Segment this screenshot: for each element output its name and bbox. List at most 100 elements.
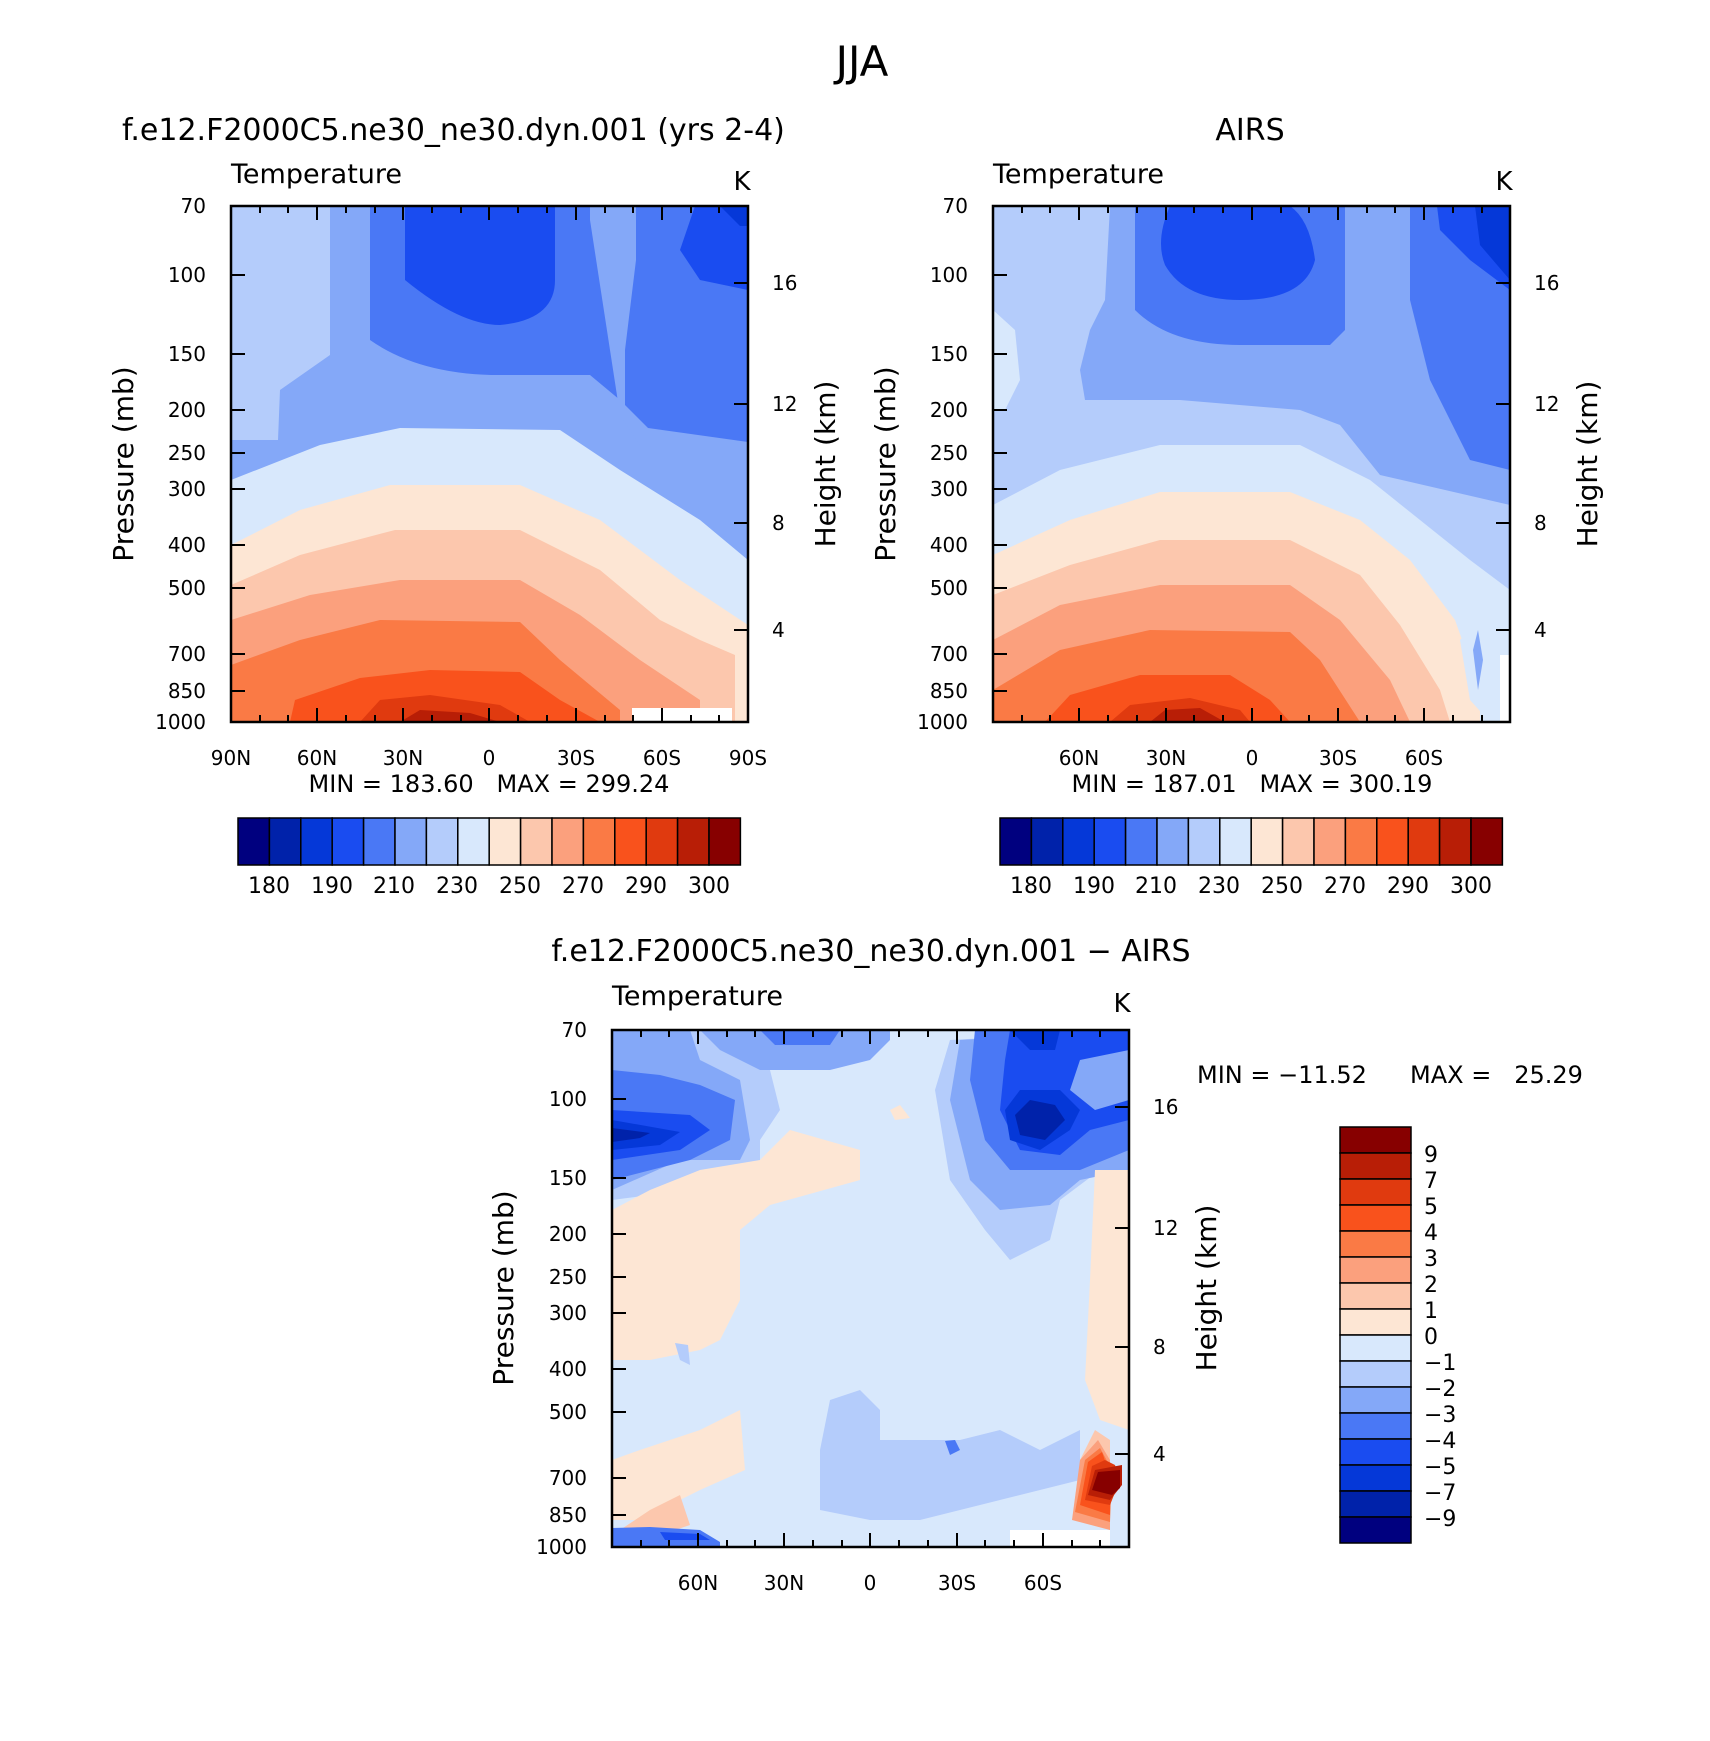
y-tick-label: 400 — [549, 1357, 587, 1381]
y-tick-label: 1000 — [536, 1535, 587, 1559]
colorbar-swatch — [708, 817, 742, 866]
colorbar-label: 230 — [1198, 874, 1240, 899]
y-tick-label: 500 — [168, 576, 206, 600]
x-tick-label: 30N — [383, 746, 423, 770]
y-tick-label: 150 — [930, 342, 968, 366]
y-tick-label: 850 — [930, 679, 968, 703]
x-ticks — [230, 206, 749, 722]
colorbar-swatch — [1030, 817, 1064, 866]
colorbar-swatch — [1339, 1178, 1412, 1206]
min-stat: MIN = −11.52 — [1197, 1061, 1367, 1089]
y-right-tick-label: 12 — [1534, 392, 1559, 416]
colorbar-label: 230 — [436, 874, 478, 899]
y-tick-label: 70 — [181, 194, 206, 218]
y-tick-label: 1000 — [155, 710, 206, 734]
colorbar-swatch — [1407, 817, 1441, 866]
x-tick-label: 60S — [1405, 746, 1443, 770]
y-tick-label: 70 — [943, 194, 968, 218]
colorbar-label: 210 — [1135, 874, 1177, 899]
colorbar-label: −1 — [1424, 1351, 1456, 1376]
y-right-axis-label: Height (km) — [1571, 381, 1604, 548]
colorbar-label: 1 — [1424, 1299, 1438, 1324]
colorbar-swatch — [582, 817, 616, 866]
x-tick-label: 60S — [643, 746, 681, 770]
colorbar-swatch — [1438, 817, 1472, 866]
colorbar-label: −5 — [1424, 1455, 1456, 1480]
y-right-tick-labels: 16 12 8 4 — [1534, 271, 1559, 642]
y-tick-label: 100 — [549, 1087, 587, 1111]
panel-title: AIRS — [1215, 113, 1284, 148]
x-tick-labels: 90N 60N 30N 0 30S 60S 90S — [211, 746, 767, 770]
contour-field — [612, 1030, 1129, 1547]
x-tick-label: 90S — [729, 746, 767, 770]
y-right-tick-labels: 16 12 8 4 — [772, 271, 797, 642]
colorbar-label: 300 — [1450, 874, 1492, 899]
max-stat: MAX = 25.29 — [1410, 1061, 1583, 1089]
y-right-tick-labels: 16 12 8 4 — [1153, 1095, 1178, 1466]
colorbar-swatch — [300, 817, 333, 866]
colorbar-label: 270 — [562, 874, 604, 899]
colorbar-swatch — [551, 817, 585, 866]
colorbar-label: 210 — [373, 874, 415, 899]
colorbar-label: −7 — [1424, 1481, 1456, 1506]
colorbar-swatch — [1339, 1256, 1412, 1284]
y-right-tick-label: 12 — [772, 392, 797, 416]
colorbar-swatch — [1250, 817, 1284, 866]
x-tick-label: 30S — [557, 746, 595, 770]
y-axis-label: Pressure (mb) — [869, 366, 902, 561]
x-tick-label: 30S — [1319, 746, 1357, 770]
colorbar — [1339, 1126, 1412, 1544]
colorbar-label: 300 — [688, 874, 730, 899]
colorbar-label: 9 — [1424, 1143, 1438, 1168]
variable-label: Temperature — [611, 981, 783, 1012]
panel-title: f.e12.F2000C5.ne30_ne30.dyn.001 (yrs 2-4… — [122, 113, 785, 148]
y-tick-label: 100 — [930, 263, 968, 287]
y-tick-label: 300 — [168, 477, 206, 501]
colorbar-labels: 9 7 5 4 3 2 1 0 −1 −2 −3 −4 −5 −7 −9 — [1424, 1143, 1456, 1532]
y-tick-label: 700 — [549, 1466, 587, 1490]
x-tick-labels: 60N 30N 0 30S 60S — [1059, 746, 1443, 770]
colorbar-swatch — [1339, 1282, 1412, 1310]
y-right-tick-label: 16 — [1534, 271, 1559, 295]
panel-airs: AIRS Temperature K — [869, 113, 1604, 899]
colorbar-swatch — [1344, 817, 1378, 866]
colorbar-swatch — [519, 817, 553, 866]
y-right-tick-label: 4 — [1153, 1442, 1166, 1466]
colorbar-swatch — [1339, 1386, 1412, 1414]
colorbar-swatch — [425, 817, 459, 866]
x-tick-label: 0 — [1246, 746, 1259, 770]
y-tick-label: 150 — [549, 1166, 587, 1190]
colorbar-label: 7 — [1424, 1169, 1438, 1194]
colorbar-labels: 180 190 210 230 250 270 290 300 — [248, 874, 730, 899]
y-tick-label: 400 — [168, 533, 206, 557]
colorbar-label: 190 — [1073, 874, 1115, 899]
y-tick-label: 100 — [168, 263, 206, 287]
x-tick-label: 90N — [211, 746, 251, 770]
y-tick-label: 300 — [549, 1301, 587, 1325]
y-ticks — [612, 1029, 1129, 1548]
colorbar-label: −4 — [1424, 1429, 1456, 1454]
colorbar-swatch — [1339, 1152, 1412, 1180]
y-ticks — [231, 205, 748, 723]
y-tick-labels: 70 100 150 200 250 300 400 500 700 850 1… — [155, 194, 206, 734]
colorbar-swatch — [1339, 1334, 1412, 1362]
colorbar-swatch — [614, 817, 647, 866]
colorbar-label: 0 — [1424, 1325, 1438, 1350]
y-tick-label: 250 — [549, 1265, 587, 1289]
panel-difference: f.e12.F2000C5.ne30_ne30.dyn.001 − AIRS T… — [487, 934, 1583, 1595]
y-tick-label: 850 — [549, 1503, 587, 1527]
colorbar-swatch — [488, 817, 522, 866]
y-right-tick-label: 16 — [772, 271, 797, 295]
y-right-tick-label: 8 — [1153, 1335, 1166, 1359]
colorbar-label: −9 — [1424, 1507, 1456, 1532]
colorbar-swatch — [1187, 817, 1221, 866]
y-right-tick-label: 12 — [1153, 1216, 1178, 1240]
y-tick-label: 250 — [930, 441, 968, 465]
colorbar-label: 190 — [311, 874, 353, 899]
y-tick-label: 500 — [549, 1400, 587, 1424]
colorbar-swatch — [1093, 817, 1127, 866]
colorbar-swatch — [1124, 817, 1158, 866]
x-ticks — [1021, 206, 1483, 722]
colorbar-swatch — [1062, 817, 1095, 866]
y-right-tick-label: 16 — [1153, 1095, 1178, 1119]
